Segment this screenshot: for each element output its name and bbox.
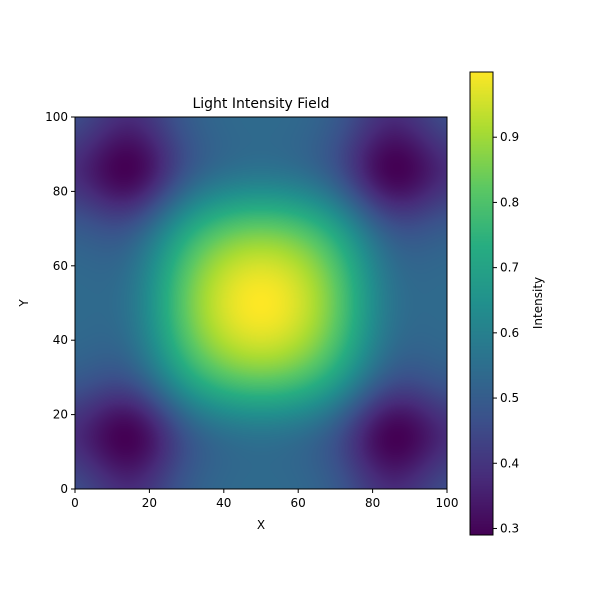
y-axis-label: Y (17, 299, 31, 308)
heatmap-image (75, 117, 447, 489)
colorbar-tick-label: 0.6 (500, 326, 519, 340)
x-tick-label: 20 (142, 496, 157, 510)
y-tick-label: 100 (45, 110, 68, 124)
x-tick-label: 40 (216, 496, 231, 510)
y-tick-label: 0 (60, 482, 68, 496)
y-tick-label: 80 (53, 184, 68, 198)
colorbar-axis: 0.3 0.4 0.5 0.6 0.7 0.8 0.9 (493, 130, 519, 535)
y-tick-label: 20 (53, 408, 68, 422)
y-axis: 0 20 40 60 80 100 (45, 110, 75, 496)
colorbar-tick-label: 0.3 (500, 521, 519, 535)
x-tick-label: 0 (71, 496, 79, 510)
x-tick-label: 80 (365, 496, 380, 510)
colorbar-label: Intensity (531, 277, 545, 329)
colorbar-tick-label: 0.9 (500, 130, 519, 144)
x-tick-label: 60 (291, 496, 306, 510)
colorbar-tick-label: 0.5 (500, 391, 519, 405)
plot-frame (74, 116, 448, 490)
colorbar-tick-label: 0.8 (500, 195, 519, 209)
chart-title: Light Intensity Field (192, 96, 329, 112)
x-axis: 0 20 40 60 80 100 (71, 489, 458, 510)
x-axis-label: X (257, 518, 265, 532)
colorbar-frame (469, 71, 494, 536)
x-tick-label: 100 (436, 496, 459, 510)
colorbar-tick-label: 0.4 (500, 456, 519, 470)
colorbar-gradient (470, 72, 493, 535)
y-tick-label: 40 (53, 333, 68, 347)
colorbar-tick-label: 0.7 (500, 261, 519, 275)
y-tick-label: 60 (53, 259, 68, 273)
